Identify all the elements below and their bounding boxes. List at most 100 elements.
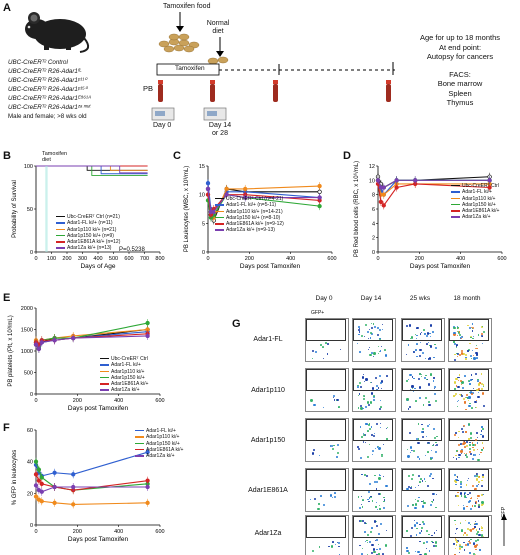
cell-event xyxy=(313,404,316,407)
flow-plot xyxy=(448,318,492,362)
cell-event xyxy=(457,379,460,381)
legend-entry: Adar1Za ki/+ xyxy=(451,214,499,220)
cell-event xyxy=(480,326,483,329)
panel-letter-b: B xyxy=(3,150,11,162)
legend-entry: Adar1Za ki/+ (n=13) xyxy=(56,245,120,251)
survival-pvalue: P=0.5238 xyxy=(119,247,145,253)
cell-event xyxy=(435,435,438,438)
cell-event xyxy=(366,330,370,334)
gfp-gate xyxy=(402,319,442,341)
cell-event xyxy=(411,385,414,388)
cell-event xyxy=(459,521,462,523)
y-tick-label: 0 xyxy=(202,250,205,256)
cell-event xyxy=(474,488,477,491)
y-tick-label: 0 xyxy=(372,250,375,256)
cell-event xyxy=(382,496,385,499)
cell-event xyxy=(454,520,456,522)
cell-event xyxy=(371,500,374,502)
survival-curve xyxy=(36,165,148,174)
data-point xyxy=(381,192,386,197)
x-tick-label: 200 xyxy=(62,256,71,262)
cell-event xyxy=(378,547,382,550)
cell-event xyxy=(377,508,379,511)
cell-event xyxy=(464,453,467,456)
cell-event xyxy=(480,434,482,436)
cell-event xyxy=(471,442,474,444)
cell-event xyxy=(369,337,372,340)
cell-event xyxy=(359,382,362,385)
cell-event xyxy=(482,435,485,438)
cell-event xyxy=(478,453,481,455)
cell-event xyxy=(480,504,483,507)
cell-event xyxy=(456,353,459,356)
cell-event xyxy=(472,447,474,449)
legend-swatch xyxy=(215,229,224,231)
cell-event xyxy=(364,434,367,437)
cell-event xyxy=(334,543,337,546)
cell-event xyxy=(379,408,382,411)
cell-event xyxy=(476,380,479,382)
cell-event xyxy=(464,543,467,547)
cell-event xyxy=(465,444,469,448)
legend-label: Adar1p150 ki/+ xyxy=(111,374,145,381)
cell-event xyxy=(379,405,382,408)
cell-event xyxy=(367,348,369,350)
cell-event xyxy=(481,527,483,529)
cell-event xyxy=(469,342,471,345)
cell-event xyxy=(471,326,475,330)
flow-plot xyxy=(401,468,445,512)
cell-event xyxy=(462,442,465,446)
cell-event xyxy=(377,345,380,348)
cell-event xyxy=(374,539,376,541)
x-tick-label: 300 xyxy=(78,256,87,262)
legend-entry: Adar1-FL ki/+ (n=5-11) xyxy=(215,202,284,208)
cell-event xyxy=(467,380,470,382)
cell-event xyxy=(480,525,483,528)
cell-event xyxy=(333,445,335,447)
x-axis-label: Days post Tamoxifen xyxy=(410,263,471,270)
cell-event xyxy=(428,383,431,386)
flow-plot xyxy=(448,515,492,555)
cell-event xyxy=(454,388,456,390)
cell-event xyxy=(475,485,479,488)
cell-event xyxy=(368,501,370,503)
cell-event xyxy=(455,454,457,457)
cell-event xyxy=(410,446,413,449)
cell-event xyxy=(364,395,366,397)
cell-event xyxy=(463,541,465,544)
cell-event xyxy=(432,544,435,548)
cell-event xyxy=(420,430,424,434)
cell-event xyxy=(475,548,477,551)
gfp-gate xyxy=(353,319,393,341)
cell-event xyxy=(474,553,477,555)
cell-event xyxy=(471,330,474,332)
cell-event xyxy=(379,508,381,510)
cell-event xyxy=(376,488,378,490)
cell-event xyxy=(407,486,410,489)
cell-event xyxy=(365,423,368,426)
cell-event xyxy=(362,441,364,443)
cell-event xyxy=(366,539,369,542)
cell-event xyxy=(362,548,364,550)
platelet-chart: 0 500 1000 1500 2000 0 200 400 600 Days post Tamo… xyxy=(8,306,165,412)
cell-event xyxy=(463,493,466,495)
cell-event xyxy=(455,432,457,435)
cell-event xyxy=(411,387,413,390)
cell-event xyxy=(482,535,485,538)
cell-event xyxy=(468,348,471,351)
cell-event xyxy=(482,336,484,338)
cell-event xyxy=(470,391,473,394)
cell-event xyxy=(481,494,484,496)
cell-event xyxy=(467,400,469,402)
cell-event xyxy=(476,348,478,350)
cell-event xyxy=(429,345,433,348)
data-point xyxy=(381,203,386,208)
cell-event xyxy=(431,492,434,496)
cell-event xyxy=(417,438,420,440)
cell-event xyxy=(416,522,418,525)
cell-event xyxy=(406,530,408,532)
cell-event xyxy=(415,337,418,340)
cell-event xyxy=(424,397,427,400)
row-head-e861a: Adar1E861A xyxy=(248,487,288,494)
blood-tube-icon xyxy=(158,80,163,102)
